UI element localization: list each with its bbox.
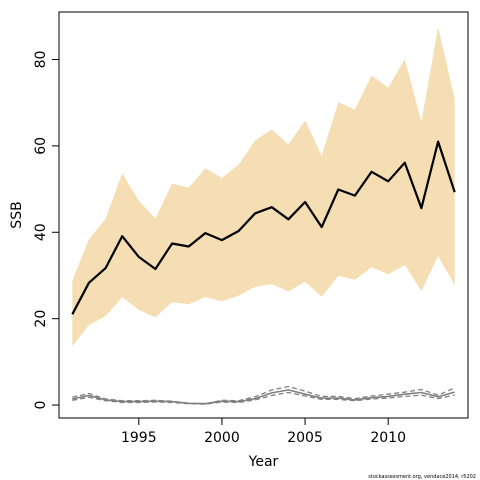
main-line-group [71,140,456,315]
y-tick-label: 20 [33,310,49,328]
secondary-line [72,389,455,405]
y-tick-label: 0 [33,401,49,410]
y-axis: 0 20 40 60 80 [33,51,60,410]
x-axis-title: Year [248,454,279,470]
y-tick-label: 80 [33,51,49,69]
x-tick-label: 2005 [287,430,323,446]
secondary-dashed-line [72,385,455,405]
y-tick-label: 40 [33,223,49,241]
x-tick-label: 2000 [204,430,240,446]
x-axis: 1995 2000 2005 2010 [121,417,406,446]
confidence-band [72,27,455,347]
y-axis-title: SSB [9,201,25,228]
confidence-band-group [72,27,455,347]
secondary-dashed-line [72,391,455,405]
x-tick-label: 1995 [121,430,157,446]
source-footnote: stockassessment.org, vendace2014, r5202 [368,474,476,480]
secondary-lines-group [72,385,455,405]
x-tick-label: 2010 [370,430,406,446]
y-tick-label: 60 [33,137,49,155]
ssb-estimate-line [71,140,456,315]
